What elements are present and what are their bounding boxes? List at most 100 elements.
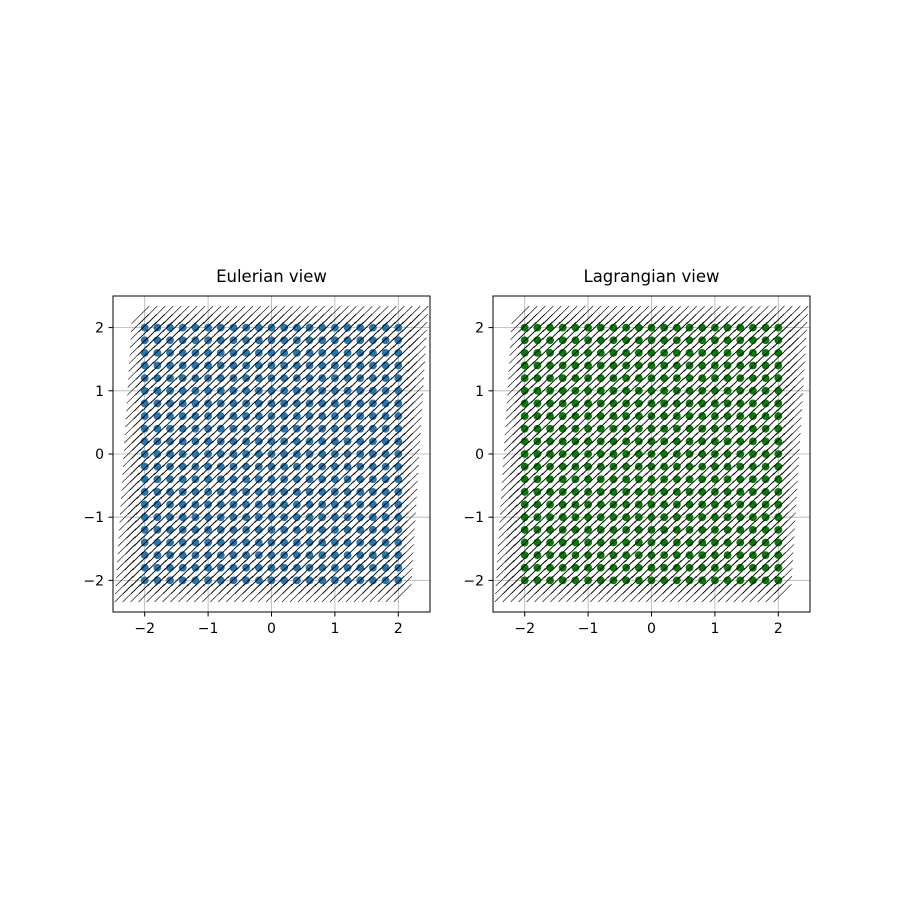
vector-arrow [373,512,393,531]
data-point [723,437,732,446]
vector-arrow [598,321,617,340]
vector-arrow [509,464,528,483]
vector-arrow [526,448,545,468]
vector-arrow [525,472,544,491]
data-point [736,450,745,458]
vector-arrow [768,528,788,547]
vector-arrow [706,377,725,396]
lagrangian-title: Lagrangian view [584,267,720,286]
vector-arrow [536,552,555,571]
vector-arrow [214,520,233,539]
vector-arrow [146,583,165,603]
vector-arrow [574,583,593,603]
vector-arrow [754,369,773,388]
vector-arrow [302,369,321,388]
data-point [672,323,681,332]
vector-arrow [236,536,256,555]
vector-arrow [273,583,293,603]
vector-arrow [762,377,781,396]
vector-arrow [159,369,178,388]
vector-arrow [694,305,713,325]
vector-arrow [507,361,527,380]
vector-arrow [649,520,669,539]
vector-arrow [207,361,226,380]
vector-arrow [241,464,260,483]
vector-arrow [562,385,581,404]
vector-arrow [729,528,748,547]
vector-arrow [181,528,200,547]
vector-arrow [262,512,281,531]
vector-arrow [580,480,599,499]
vector-arrow [175,361,194,380]
vector-arrow [294,377,313,396]
vector-arrow [267,552,287,571]
vector-arrow [191,504,210,523]
vector-arrow [505,409,524,428]
vector-arrow [388,401,407,420]
vector-arrow [752,528,772,547]
vector-arrow [739,353,758,372]
vector-arrow [390,504,409,523]
vector-arrow [726,433,745,452]
vector-arrow [749,583,768,603]
data-point [369,412,377,420]
vector-arrow [706,512,725,531]
vector-arrow [599,425,618,444]
vector-arrow [627,353,647,372]
vector-arrow [537,536,556,555]
vector-arrow [718,568,737,587]
vector-arrow [357,528,376,547]
vector-arrow [298,568,318,587]
vector-arrow [323,560,342,579]
vector-arrow [205,528,224,547]
vector-arrow [785,377,805,396]
vector-arrow [753,385,772,404]
vector-arrow [635,353,655,372]
vector-arrow [398,361,418,380]
vector-arrow [749,456,768,475]
vector-arrow [349,393,368,412]
data-point [622,348,631,357]
vector-arrow [370,568,389,587]
data-point [584,563,592,572]
vector-arrow [201,329,220,348]
vector-arrow [180,409,200,428]
vector-arrow [627,496,646,515]
vector-arrow [583,433,602,452]
vector-arrow [133,409,152,428]
vector-arrow [349,385,368,404]
vector-arrow [204,409,223,428]
data-point [166,323,174,332]
vector-arrow [772,464,791,483]
vector-arrow [665,393,684,412]
vector-arrow [368,472,387,491]
vector-arrow [652,480,671,499]
vector-arrow [749,448,768,468]
vector-arrow [345,321,364,340]
vector-arrow [755,480,775,499]
vector-arrow [359,361,378,380]
vector-arrow [272,337,292,356]
vector-arrow [662,305,681,325]
vector-arrow [367,361,386,380]
vector-arrow [612,345,631,364]
vector-arrow [611,488,631,507]
vector-arrow [602,512,621,531]
vector-arrow [770,377,789,396]
data-point [394,386,403,395]
vector-arrow [328,472,347,491]
data-point [381,551,390,560]
vector-arrow [365,512,385,531]
data-point [672,450,681,458]
vector-arrow [592,409,611,428]
data-point [381,336,390,345]
vector-arrow [708,464,728,483]
data-point [216,361,225,370]
data-point [331,348,339,357]
vector-arrow [285,528,304,547]
vector-arrow [608,544,627,563]
vector-arrow [713,393,732,412]
vector-arrow [204,552,223,571]
vector-arrow [286,504,305,523]
data-point [723,525,732,534]
